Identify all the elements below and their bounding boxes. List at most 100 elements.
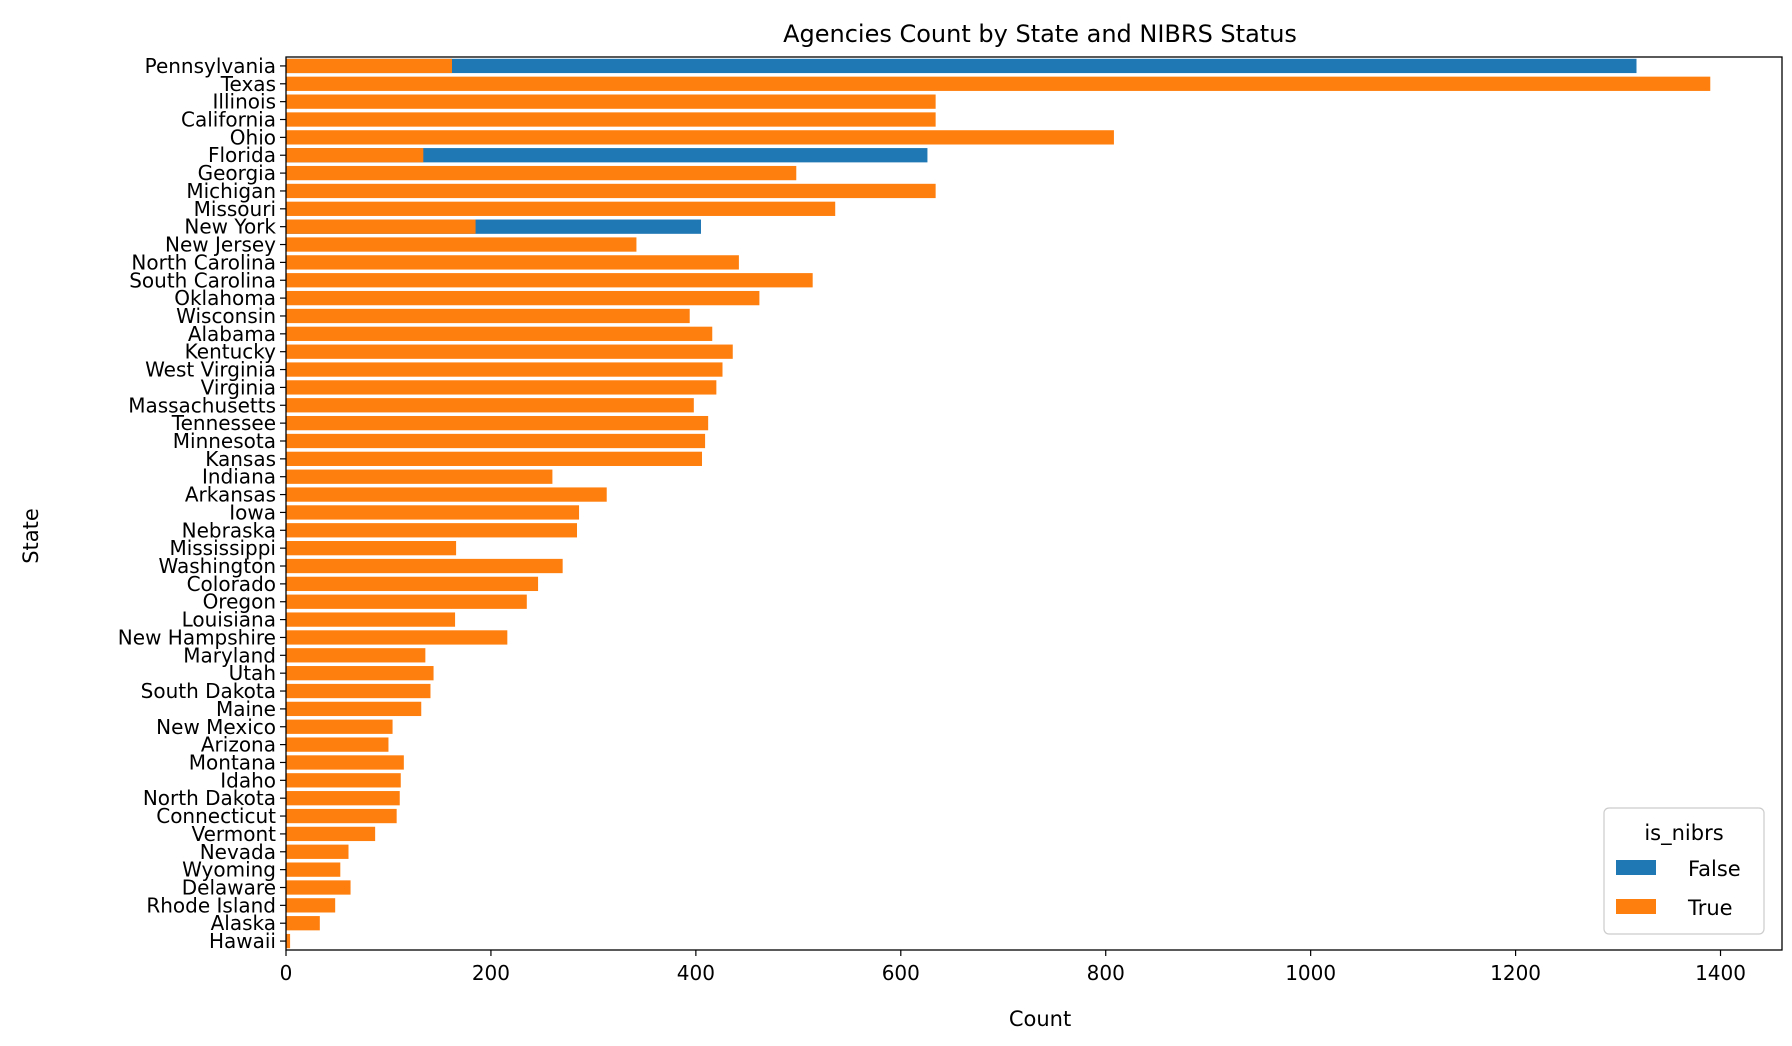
y-tick-label-illinois: Illinois <box>213 90 276 114</box>
y-tick-label-maryland: Maryland <box>183 643 276 667</box>
y-tick-label-pennsylvania: Pennsylvania <box>145 54 276 78</box>
y-tick-label-south-dakota: South Dakota <box>141 679 276 703</box>
bar-kansas-true <box>286 451 703 466</box>
bar-minnesota-true <box>286 433 706 449</box>
y-tick-label-rhode-island: Rhode Island <box>146 893 276 917</box>
bar-colorado-true <box>286 576 539 592</box>
plot-frame <box>285 56 1783 951</box>
y-tick-label-new-mexico: New Mexico <box>156 715 276 739</box>
y-tick-label-idaho: Idaho <box>220 768 276 792</box>
bar-north-carolina-true <box>286 255 739 270</box>
legend-label-false: False <box>1688 857 1741 881</box>
y-tick-label-oregon: Oregon <box>203 590 276 614</box>
bar-pennsylvania-true <box>286 58 452 74</box>
y-tick-label-new-hampshire: New Hampshire <box>118 625 276 649</box>
x-tick-labels: 0 200 400 600 800 1000 1200 1400 <box>280 950 1746 985</box>
bar-california-true <box>286 112 936 127</box>
legend-title: is_nibrs <box>1644 821 1723 846</box>
y-tick-label-florida: Florida <box>208 143 276 167</box>
bar-kentucky-true <box>286 344 733 359</box>
bar-ohio-true <box>286 130 1114 145</box>
bar-pennsylvania-false <box>286 58 1637 74</box>
bar-rhode-island-true <box>286 898 336 913</box>
bar-oregon-true <box>286 594 527 609</box>
x-tick-label: 1200 <box>1490 961 1541 985</box>
x-tick-label: 200 <box>472 961 510 985</box>
bar-hawaii-true <box>286 933 291 949</box>
bar-arkansas-true <box>286 487 607 502</box>
x-axis-label: Count <box>1009 1007 1071 1031</box>
x-tick-label: 400 <box>677 961 715 985</box>
y-tick-label-michigan: Michigan <box>186 179 276 203</box>
bar-nevada-true <box>286 844 349 859</box>
bar-oklahoma-true <box>286 290 760 306</box>
y-tick-labels: PennsylvaniaTexasIllinoisCaliforniaOhioF… <box>118 54 286 953</box>
y-tick-label-arkansas: Arkansas <box>185 483 276 507</box>
bar-iowa-true <box>286 505 580 520</box>
x-tick-label: 0 <box>280 961 293 985</box>
x-tick-label: 1000 <box>1285 961 1336 985</box>
bar-new-jersey-true <box>286 237 637 252</box>
bar-maryland-true <box>286 648 426 663</box>
y-tick-label-colorado: Colorado <box>187 572 276 596</box>
bar-maine-true <box>286 701 422 717</box>
bar-vermont-true <box>286 826 376 842</box>
bar-florida-false <box>286 148 928 163</box>
y-tick-label-louisiana: Louisiana <box>182 608 276 632</box>
y-tick-label-missouri: Missouri <box>194 197 276 221</box>
y-tick-label-wyoming: Wyoming <box>182 858 276 882</box>
y-tick-label-washington: Washington <box>158 554 276 578</box>
legend-swatch-true <box>1616 899 1656 914</box>
bar-north-dakota-true <box>286 791 400 806</box>
bar-utah-true <box>286 666 434 681</box>
y-tick-label-arizona: Arizona <box>201 733 276 757</box>
y-tick-label-alabama: Alabama <box>188 322 276 346</box>
legend-swatch-false <box>1616 860 1656 875</box>
x-tick-label: 600 <box>882 961 920 985</box>
y-tick-label-texas: Texas <box>220 72 276 96</box>
bar-virginia-true <box>286 380 717 395</box>
y-tick-label-kentucky: Kentucky <box>185 340 276 364</box>
y-tick-label-new-jersey: New Jersey <box>165 233 276 257</box>
y-tick-label-north-dakota: North Dakota <box>143 786 276 810</box>
y-tick-label-kansas: Kansas <box>205 447 276 471</box>
bar-delaware-true <box>286 880 351 895</box>
y-tick-label-west-virginia: West Virginia <box>145 358 276 382</box>
bars-group <box>286 58 1711 949</box>
bar-south-dakota-true <box>286 683 431 699</box>
y-tick-label-nevada: Nevada <box>200 840 276 864</box>
y-tick-label-virginia: Virginia <box>201 375 276 399</box>
y-tick-label-iowa: Iowa <box>229 500 276 524</box>
bar-illinois-true <box>286 94 936 109</box>
y-tick-label-nebraska: Nebraska <box>182 518 276 542</box>
chart-title: Agencies Count by State and NIBRS Status <box>783 20 1297 48</box>
bar-mississippi-true <box>286 541 457 556</box>
y-tick-label-massachusetts: Massachusetts <box>128 393 276 417</box>
bar-tennessee-true <box>286 415 709 431</box>
y-tick-label-utah: Utah <box>229 661 276 685</box>
y-tick-label-minnesota: Minnesota <box>173 429 276 453</box>
bar-alaska-true <box>286 916 320 931</box>
bar-washington-true <box>286 558 563 574</box>
bar-texas-true <box>286 76 1711 91</box>
bar-alabama-true <box>286 326 713 341</box>
y-tick-label-vermont: Vermont <box>191 822 276 846</box>
x-tick-label: 800 <box>1087 961 1125 985</box>
bar-wyoming-true <box>286 862 341 877</box>
y-tick-label-tennessee: Tennessee <box>171 411 276 435</box>
y-tick-label-georgia: Georgia <box>198 161 276 185</box>
bar-new-hampshire-true <box>286 630 508 645</box>
bar-georgia-true <box>286 165 797 181</box>
bar-new-mexico-true <box>286 719 393 734</box>
y-tick-label-wisconsin: Wisconsin <box>176 304 276 328</box>
bar-west-virginia-true <box>286 362 723 377</box>
y-tick-label-ohio: Ohio <box>230 125 276 149</box>
bar-idaho-true <box>286 773 401 788</box>
bar-connecticut-true <box>286 808 397 824</box>
y-tick-label-connecticut: Connecticut <box>156 804 276 828</box>
y-tick-label-new-york: New York <box>184 215 276 239</box>
y-tick-label-oklahoma: Oklahoma <box>174 286 276 310</box>
bar-indiana-true <box>286 469 553 484</box>
bar-louisiana-true <box>286 612 456 627</box>
